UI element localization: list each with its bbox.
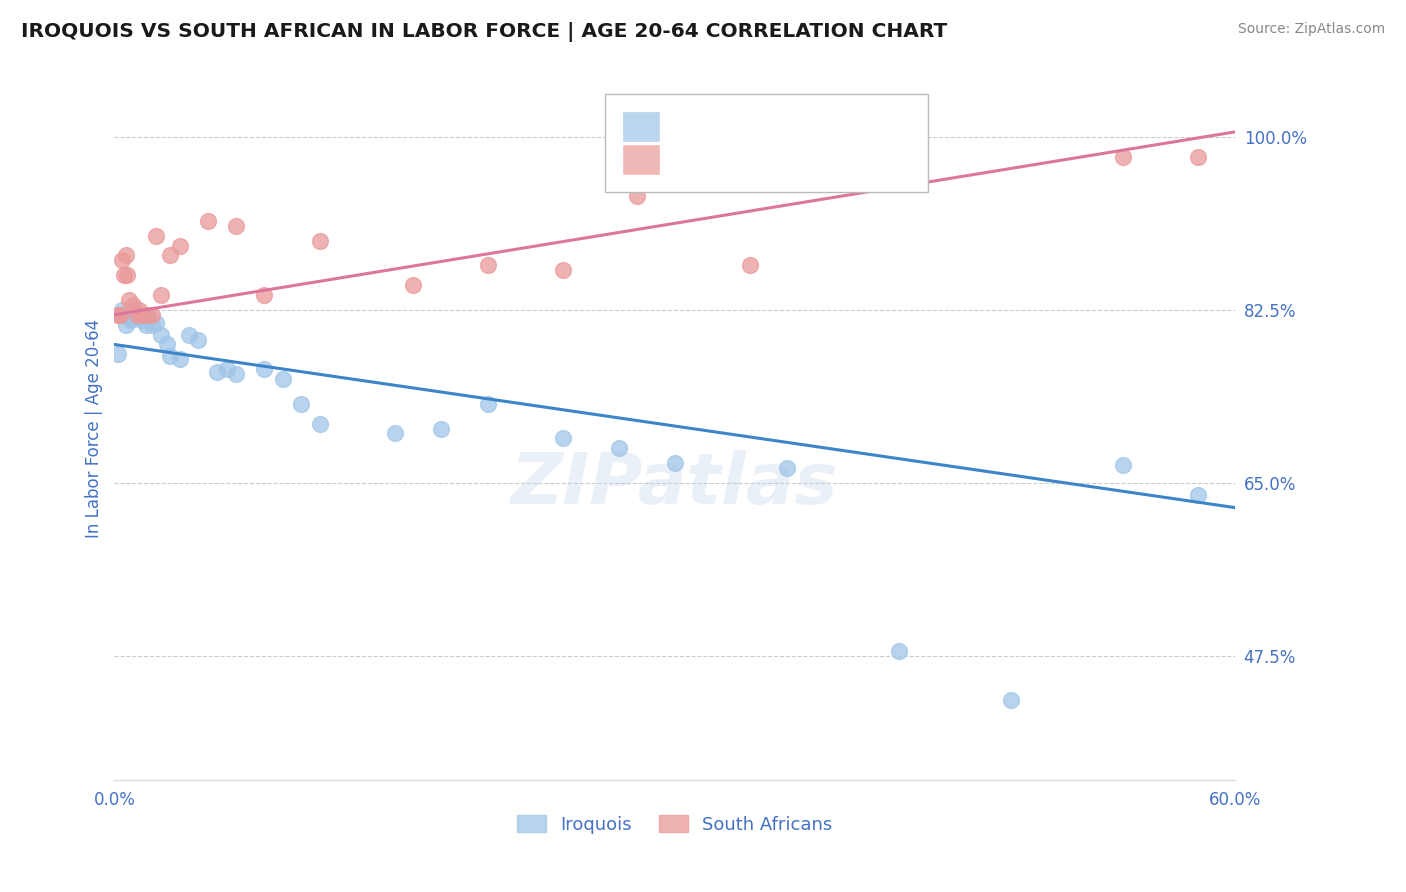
Point xyxy=(150,327,173,342)
Point xyxy=(309,417,332,431)
Point xyxy=(225,367,247,381)
Point xyxy=(128,310,150,324)
Point xyxy=(1112,458,1135,472)
Point xyxy=(122,298,145,312)
Point xyxy=(108,308,131,322)
Point xyxy=(125,308,148,322)
Point xyxy=(107,308,129,322)
Point xyxy=(205,365,228,379)
Point xyxy=(111,253,134,268)
Legend: Iroquois, South Africans: Iroquois, South Africans xyxy=(517,815,832,834)
Point xyxy=(626,189,648,203)
Point xyxy=(430,421,453,435)
Point xyxy=(551,431,574,445)
Point xyxy=(179,327,201,342)
Text: Source: ZipAtlas.com: Source: ZipAtlas.com xyxy=(1237,22,1385,37)
Point xyxy=(145,228,167,243)
Point xyxy=(114,318,136,332)
Point xyxy=(117,310,139,324)
Point xyxy=(134,308,156,322)
Point xyxy=(253,288,276,302)
Point xyxy=(738,258,761,272)
Point xyxy=(112,268,135,283)
Point xyxy=(131,308,153,322)
Point xyxy=(477,258,499,272)
Point xyxy=(664,456,686,470)
Point xyxy=(215,362,238,376)
Point xyxy=(156,337,179,351)
Point xyxy=(117,268,139,283)
Point xyxy=(129,308,152,322)
Point xyxy=(384,426,406,441)
Point xyxy=(169,238,191,252)
Text: ZIPatlas: ZIPatlas xyxy=(512,450,838,519)
Point xyxy=(131,312,153,326)
Point xyxy=(309,234,332,248)
Point xyxy=(197,214,219,228)
Point xyxy=(114,248,136,262)
Point xyxy=(118,308,141,322)
Point xyxy=(776,461,799,475)
Text: R = -0.344  N = 43: R = -0.344 N = 43 xyxy=(668,121,832,139)
Y-axis label: In Labor Force | Age 20-64: In Labor Force | Age 20-64 xyxy=(86,319,103,538)
Point xyxy=(1112,150,1135,164)
Point xyxy=(108,308,131,322)
Point xyxy=(159,349,181,363)
Point xyxy=(271,372,294,386)
Point xyxy=(225,219,247,233)
Point xyxy=(107,347,129,361)
Point xyxy=(150,288,173,302)
Point xyxy=(122,302,145,317)
Point xyxy=(607,442,630,456)
Point xyxy=(187,333,209,347)
Point xyxy=(169,352,191,367)
Point xyxy=(551,263,574,277)
Point xyxy=(136,310,159,324)
Point xyxy=(111,302,134,317)
Point xyxy=(124,306,146,320)
Point xyxy=(125,308,148,322)
Point xyxy=(887,644,910,658)
Point xyxy=(253,362,276,376)
Point xyxy=(135,318,157,332)
Point xyxy=(118,293,141,307)
Text: IROQUOIS VS SOUTH AFRICAN IN LABOR FORCE | AGE 20-64 CORRELATION CHART: IROQUOIS VS SOUTH AFRICAN IN LABOR FORCE… xyxy=(21,22,948,42)
Point xyxy=(145,316,167,330)
Text: R =  0.605  N = 28: R = 0.605 N = 28 xyxy=(668,154,832,172)
Point xyxy=(141,308,163,322)
Point xyxy=(141,318,163,332)
Point xyxy=(128,302,150,317)
Point xyxy=(477,397,499,411)
Point xyxy=(402,278,425,293)
Point xyxy=(1187,150,1209,164)
Point xyxy=(1000,693,1022,707)
Point xyxy=(290,397,312,411)
Point xyxy=(159,248,181,262)
Point xyxy=(136,308,159,322)
Point xyxy=(1187,488,1209,502)
Point xyxy=(112,308,135,322)
Point xyxy=(120,312,142,326)
